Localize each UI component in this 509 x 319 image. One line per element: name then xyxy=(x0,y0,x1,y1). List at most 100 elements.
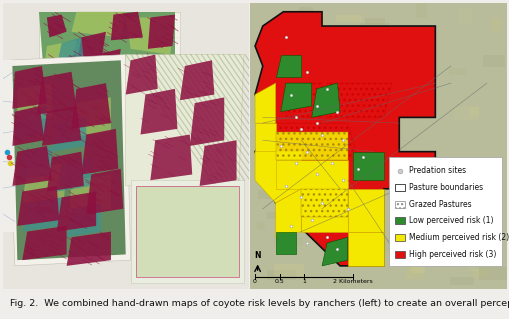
Bar xyxy=(435,174,450,187)
Bar xyxy=(394,234,405,241)
Bar xyxy=(266,122,284,135)
Point xyxy=(323,86,331,91)
Polygon shape xyxy=(275,189,301,237)
Bar xyxy=(266,212,289,219)
Text: Grazed Pastures: Grazed Pastures xyxy=(408,200,470,209)
Bar xyxy=(325,61,333,77)
Polygon shape xyxy=(12,60,125,260)
Point xyxy=(338,138,346,143)
Bar xyxy=(381,176,401,185)
Point xyxy=(312,172,320,177)
Bar xyxy=(289,153,312,165)
Bar xyxy=(305,216,320,225)
Polygon shape xyxy=(56,192,96,232)
Polygon shape xyxy=(327,83,391,117)
Bar xyxy=(394,251,405,258)
Text: High perceived risk (3): High perceived risk (3) xyxy=(408,250,495,259)
Polygon shape xyxy=(42,106,81,146)
Bar xyxy=(292,32,322,43)
Bar xyxy=(482,56,504,67)
Bar xyxy=(377,79,395,86)
Point xyxy=(312,121,320,126)
Polygon shape xyxy=(12,106,44,146)
Bar xyxy=(422,259,452,267)
Bar xyxy=(411,267,424,273)
Polygon shape xyxy=(67,203,101,237)
Polygon shape xyxy=(275,232,296,255)
Polygon shape xyxy=(135,186,239,277)
Text: Low perceived risk (1): Low perceived risk (1) xyxy=(408,216,492,225)
Point xyxy=(338,178,346,183)
Point xyxy=(328,160,336,166)
Text: N: N xyxy=(254,251,261,260)
Bar xyxy=(325,82,339,89)
Polygon shape xyxy=(47,55,81,89)
Polygon shape xyxy=(140,89,177,135)
Polygon shape xyxy=(321,237,347,266)
Point xyxy=(276,144,285,149)
Bar xyxy=(449,277,473,285)
Bar xyxy=(469,107,478,116)
Polygon shape xyxy=(17,83,52,123)
Polygon shape xyxy=(180,60,214,100)
Polygon shape xyxy=(76,32,106,66)
Point xyxy=(302,69,310,74)
Text: Pasture boundaries: Pasture boundaries xyxy=(408,183,482,192)
Bar xyxy=(394,217,405,224)
Bar xyxy=(478,267,507,280)
Bar xyxy=(331,252,357,265)
Bar xyxy=(258,190,283,199)
Polygon shape xyxy=(130,180,243,283)
Point xyxy=(281,35,290,40)
Polygon shape xyxy=(71,97,111,137)
Bar xyxy=(425,182,447,198)
Bar xyxy=(334,116,356,123)
Bar xyxy=(472,269,487,277)
Bar xyxy=(274,237,302,247)
Bar xyxy=(275,91,301,100)
Bar xyxy=(298,80,318,95)
Polygon shape xyxy=(347,189,383,232)
Polygon shape xyxy=(301,189,347,232)
Point xyxy=(287,92,295,97)
Bar xyxy=(263,139,282,150)
Polygon shape xyxy=(254,152,301,203)
Polygon shape xyxy=(8,55,130,266)
Polygon shape xyxy=(56,157,91,192)
Polygon shape xyxy=(44,40,76,66)
Bar xyxy=(256,222,265,229)
Polygon shape xyxy=(22,197,62,232)
Polygon shape xyxy=(301,189,347,217)
Bar xyxy=(350,59,378,76)
Bar xyxy=(394,201,405,208)
Polygon shape xyxy=(189,97,224,146)
Point xyxy=(302,149,310,154)
Polygon shape xyxy=(67,232,111,266)
Point xyxy=(292,115,300,120)
Bar xyxy=(348,198,367,204)
Polygon shape xyxy=(150,135,192,180)
Polygon shape xyxy=(347,232,383,266)
Point xyxy=(333,246,341,251)
Polygon shape xyxy=(275,132,347,160)
Point xyxy=(358,155,366,160)
Bar xyxy=(363,41,378,56)
Point xyxy=(287,223,295,228)
Bar xyxy=(273,264,303,276)
Bar xyxy=(264,71,285,84)
Polygon shape xyxy=(39,12,175,117)
Polygon shape xyxy=(275,55,301,78)
Bar xyxy=(356,118,386,125)
Polygon shape xyxy=(275,160,347,189)
Polygon shape xyxy=(12,66,47,109)
Polygon shape xyxy=(47,152,83,192)
Polygon shape xyxy=(254,83,275,123)
Bar xyxy=(405,267,422,279)
Point xyxy=(317,132,325,137)
Bar xyxy=(481,244,492,255)
Text: Predation sites: Predation sites xyxy=(408,166,465,175)
Polygon shape xyxy=(20,146,52,180)
Point xyxy=(323,235,331,240)
Bar xyxy=(360,23,389,33)
Polygon shape xyxy=(286,83,321,117)
